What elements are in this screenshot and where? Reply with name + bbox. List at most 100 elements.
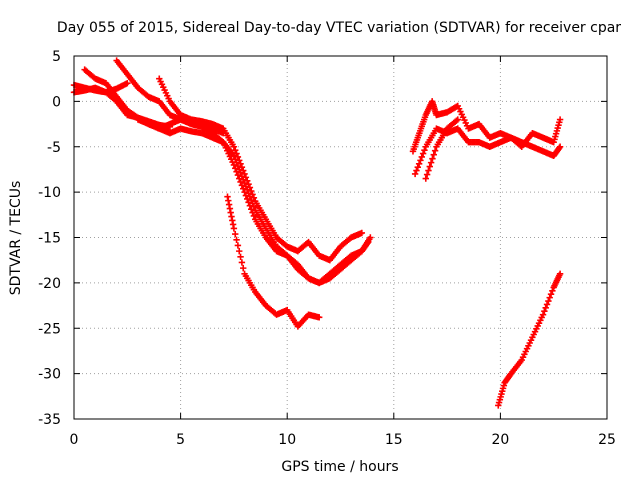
data-point [426,163,433,170]
data-point [429,155,436,162]
y-tick-label: 5 [52,49,61,65]
data-points [70,57,564,409]
data-point [413,167,420,174]
data-point [418,153,425,161]
data-point [415,160,423,167]
data-point [236,175,243,182]
data-point [233,150,240,157]
data-point [238,182,246,189]
tick-labels: 0 5 10 15 20 25 5 0 -5 -10 -15 -20 -25 -30 -35 [38,49,616,448]
data-point [248,205,255,213]
series-track-9 [411,125,564,178]
data-point [411,170,419,178]
data-point [365,238,372,246]
data-point [422,175,429,182]
series-track-8 [409,98,564,155]
data-point [542,304,549,312]
data-point [230,161,238,169]
y-tick-label: -15 [38,231,61,247]
data-point [245,180,252,188]
x-tick-label: 15 [385,432,403,448]
data-point [453,117,460,124]
data-point [232,230,239,238]
data-point [423,171,431,178]
data-point [556,143,564,150]
data-point [246,202,254,209]
data-point [425,167,432,174]
data-point [556,270,564,277]
data-point [556,116,564,123]
data-point [240,167,247,174]
data-point [547,291,555,298]
data-point [414,163,421,171]
data-point [237,160,244,167]
data-point [367,234,374,241]
data-point [230,143,238,150]
data-point [419,150,427,157]
series-track-11 [495,270,564,409]
data-point [237,178,244,186]
data-point [236,157,243,164]
data-point [244,195,251,203]
data-point [358,229,366,237]
data-point [454,116,461,123]
series-track-3 [81,66,374,287]
y-tick-label: 0 [52,94,61,110]
data-point [237,253,244,260]
x-tick-label: 10 [278,432,296,448]
x-tick-label: 5 [176,432,185,448]
data-point [241,170,248,178]
data-point [233,168,240,175]
axis-ticks [73,55,608,420]
x-tick-label: 20 [491,432,509,448]
data-point [543,301,551,308]
data-point [242,174,250,181]
data-point [430,151,437,158]
y-axis-label: SDTVAR / TECUs [8,181,24,296]
data-point [232,165,239,172]
data-point [249,191,256,198]
x-tick-label: 0 [70,432,79,448]
data-point [250,212,258,220]
data-point [421,146,428,154]
series-track-10 [422,116,461,182]
data-point [124,80,131,87]
series-track-4 [134,116,372,287]
grid-lines [74,56,607,419]
data-point [242,192,250,199]
data-point [546,294,553,301]
plot-frame [73,55,608,420]
data-point [234,242,242,249]
data-point [431,147,439,154]
data-point [417,157,424,164]
data-point [236,247,243,255]
chart-title: Day 055 of 2015, Sidereal Day-to-day VTE… [57,20,621,36]
x-axis-label: GPS time / hours [281,459,398,475]
y-tick-label: -30 [38,367,61,383]
data-point [427,159,435,166]
data-point [541,308,548,315]
series-track-7 [224,193,323,330]
data-point [240,264,247,272]
data-point [230,225,238,232]
data-point [245,199,252,206]
x-tick-label: 25 [598,432,616,448]
data-point [234,171,242,179]
data-point [250,194,258,201]
data-point [233,236,240,243]
data-point [248,187,255,195]
y-tick-label: -25 [38,321,61,337]
data-point [218,137,226,145]
data-point [246,184,254,191]
data-point [234,153,242,161]
data-point [238,259,246,266]
series-track-6 [156,75,366,264]
y-tick-label: -5 [47,140,61,156]
data-point [240,185,247,192]
data-point [545,297,552,305]
data-point [549,287,556,295]
data-point [241,188,248,196]
data-point [244,177,251,184]
data-point [249,209,256,216]
